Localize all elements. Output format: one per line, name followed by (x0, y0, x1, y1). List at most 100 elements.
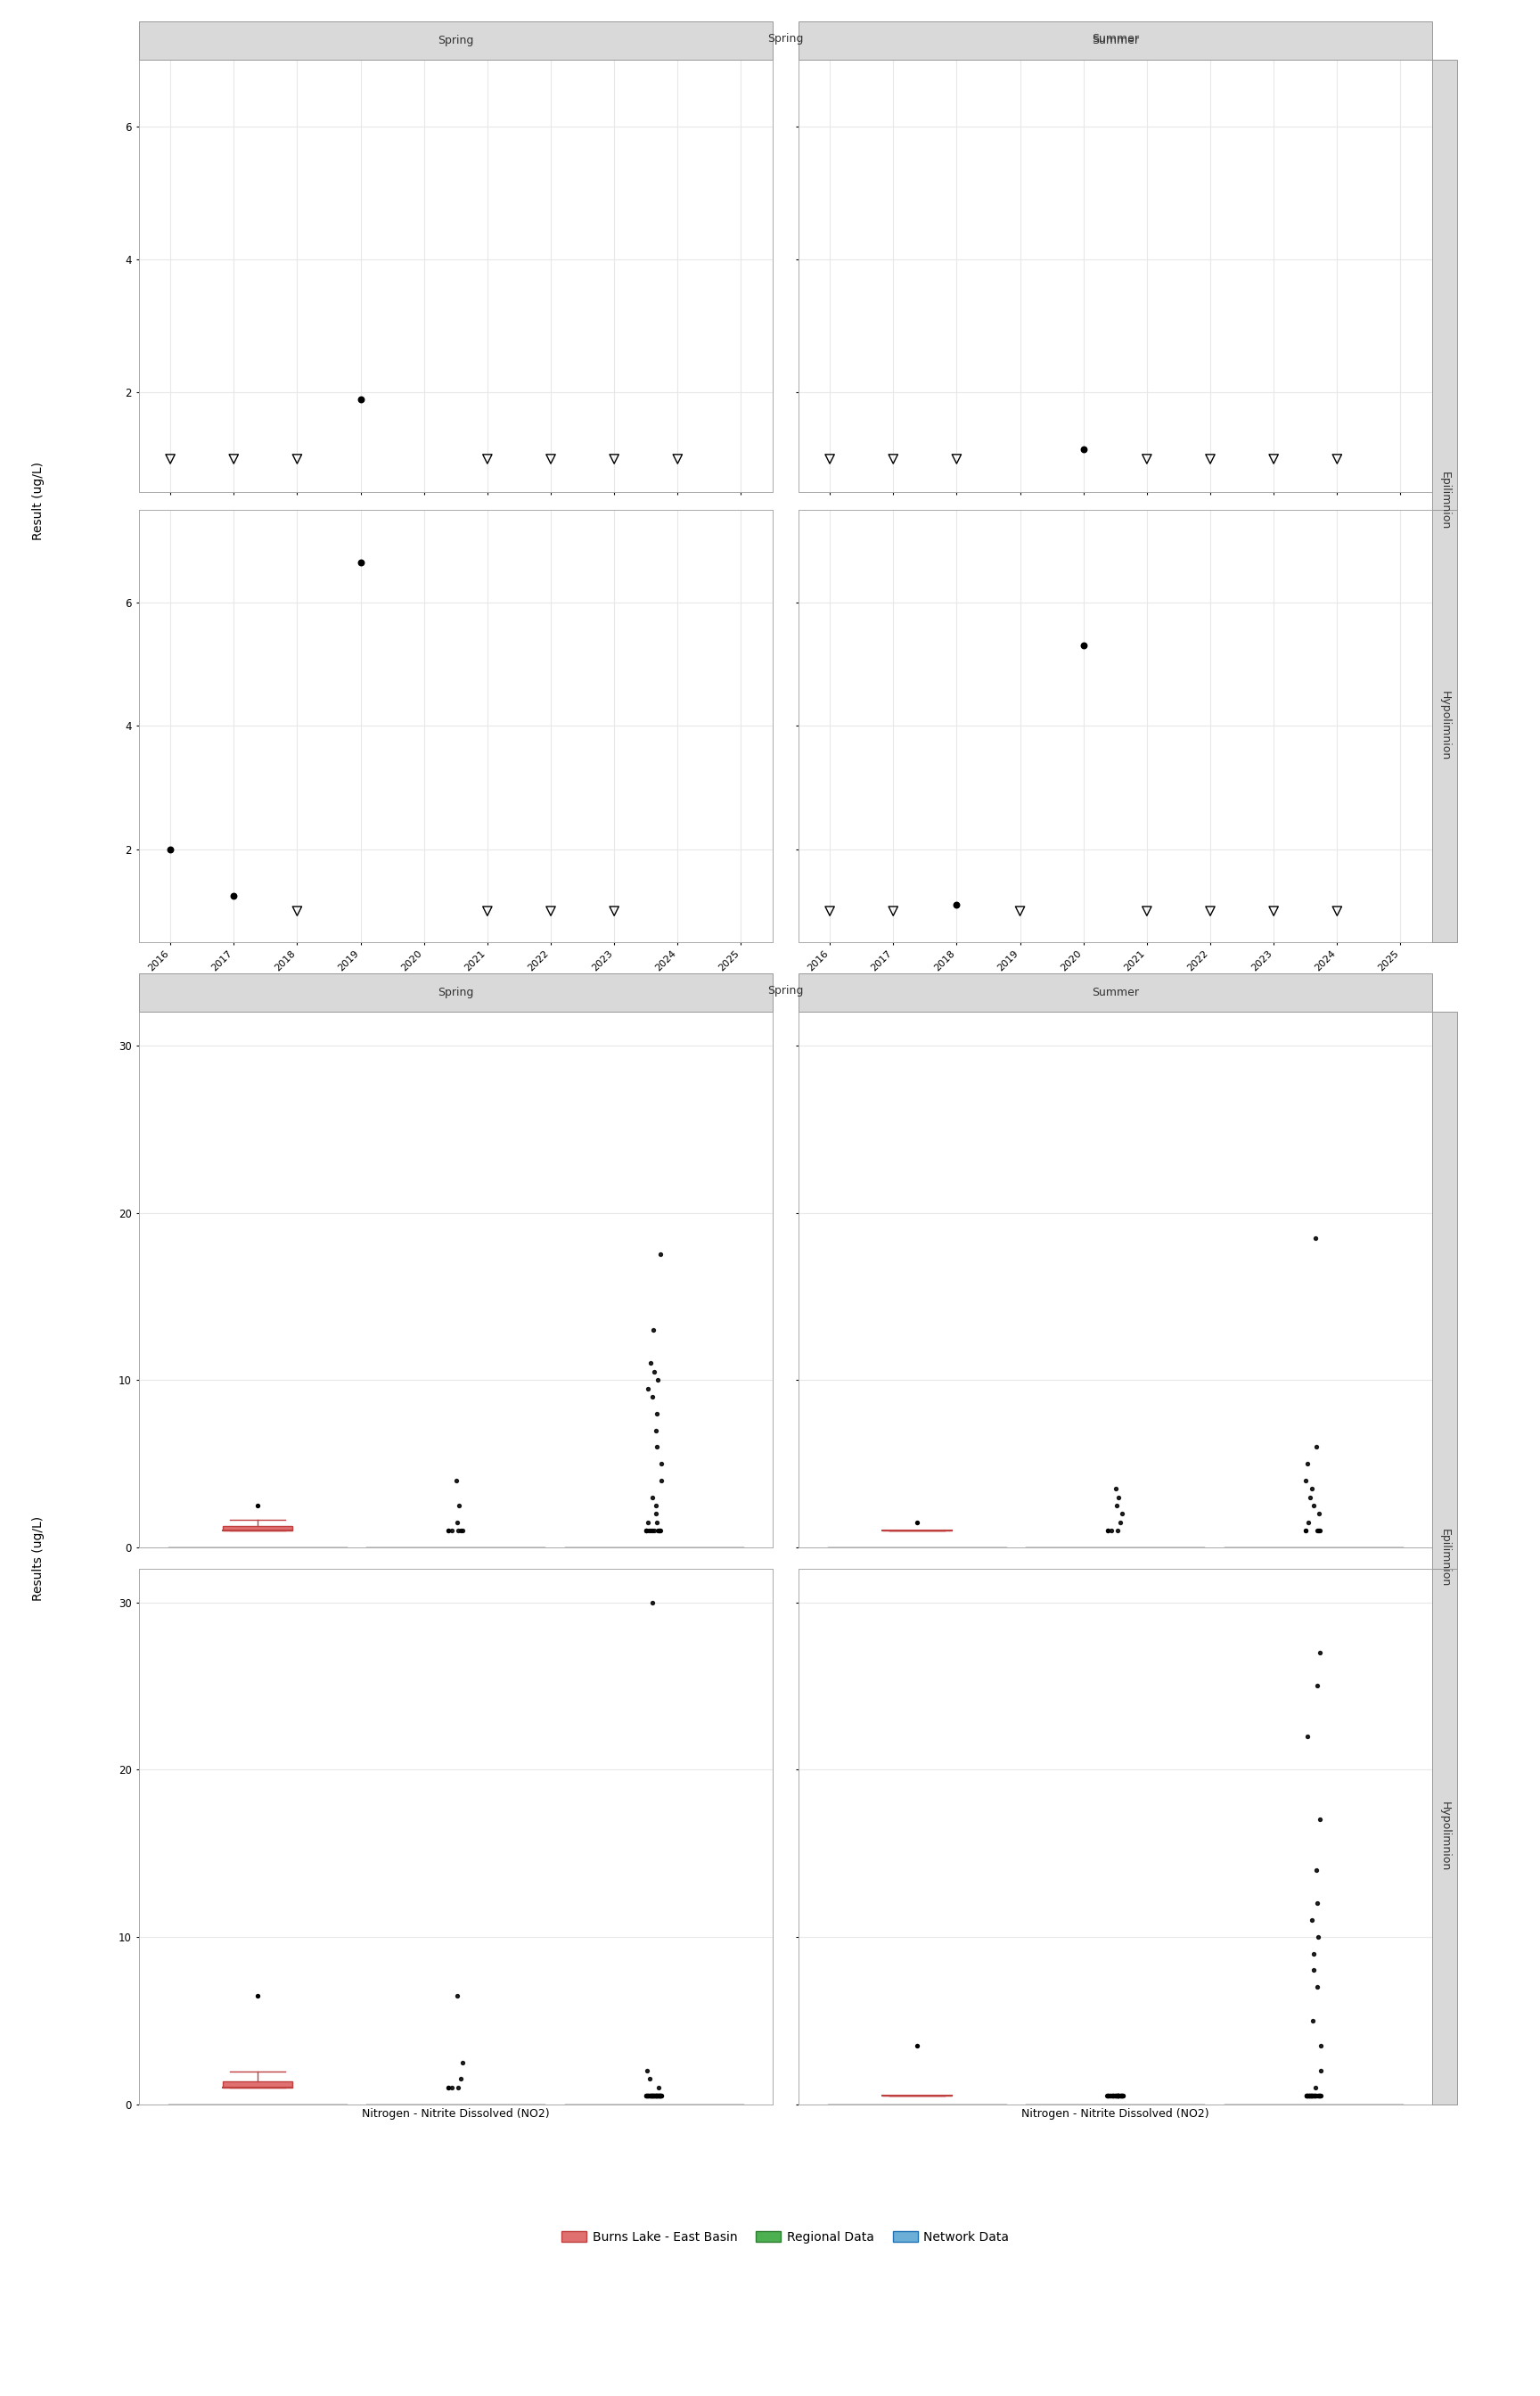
Point (634, 1512, 659, 1550)
Point (639, 1378, 664, 1416)
Point (904, 2027, 929, 2065)
Text: Nitrogen - Nitrite Dissolved (NO2): Nitrogen - Nitrite Dissolved (NO2) (139, 24, 445, 41)
Point (641, 2077, 665, 2116)
Point (644, 1428, 668, 1466)
Point (1104, 1469, 1129, 1507)
Point (645, 2077, 670, 2116)
Point (636, 2077, 661, 2116)
Point (1298, 2077, 1323, 2116)
Point (1303, 2077, 1327, 2116)
Point (634, 2077, 659, 2116)
Point (1307, 2077, 1332, 2116)
Text: Spring: Spring (767, 985, 804, 997)
Point (1295, 2077, 1320, 2116)
Text: Summer: Summer (1092, 34, 1138, 43)
Point (647, 2068, 671, 2106)
Point (1007, 891, 1032, 930)
Point (633, 1512, 658, 1550)
Point (159, 829, 183, 867)
Point (636, 1502, 661, 1541)
Point (1304, 1512, 1329, 1550)
Point (650, 1445, 675, 1483)
Point (348, 544, 373, 582)
Point (1297, 2077, 1321, 2116)
Point (222, 877, 246, 915)
Point (642, 1512, 667, 1550)
Point (448, 1512, 473, 1550)
Point (1307, 1799, 1332, 1838)
Point (1295, 1502, 1320, 1541)
Point (245, 1977, 270, 2015)
Point (1095, 2077, 1120, 2116)
Point (638, 2077, 662, 2116)
Point (1306, 2077, 1331, 2116)
Point (1297, 2077, 1321, 2116)
Point (647, 2077, 671, 2116)
Point (447, 1486, 471, 1524)
Point (642, 2077, 667, 2116)
Point (1300, 2077, 1324, 2116)
Point (1307, 1495, 1332, 1533)
Point (1306, 1512, 1331, 1550)
Point (641, 1584, 665, 1622)
Point (645, 1361, 670, 1399)
Point (1300, 1469, 1324, 1507)
Point (1106, 2077, 1130, 2116)
Point (642, 2077, 667, 2116)
Point (1307, 2077, 1332, 2116)
Point (1303, 2077, 1327, 2116)
Point (1261, 441, 1286, 479)
Point (1135, 441, 1160, 479)
Point (285, 891, 310, 930)
Point (1294, 1512, 1318, 1550)
Point (647, 2077, 671, 2116)
Point (1307, 1512, 1332, 1550)
Point (639, 1344, 664, 1382)
Point (1304, 1428, 1329, 1466)
Point (645, 2077, 670, 2116)
Point (1300, 2077, 1324, 2116)
Point (1307, 2077, 1332, 2116)
Point (1306, 2077, 1331, 2116)
Point (1304, 1967, 1329, 2005)
Point (641, 2077, 665, 2116)
Point (644, 1394, 668, 1433)
Point (1300, 2077, 1324, 2116)
Point (1095, 2077, 1120, 2116)
Point (450, 1512, 474, 1550)
Point (641, 2077, 665, 2116)
Point (638, 1512, 662, 1550)
Bar (223, 2082, 293, 2087)
Point (1306, 1512, 1331, 1550)
Point (445, 2068, 470, 2106)
Point (602, 441, 627, 479)
Point (644, 2077, 668, 2116)
Point (944, 441, 969, 479)
Point (450, 2044, 474, 2082)
Point (1297, 2077, 1321, 2116)
Point (636, 2077, 661, 2116)
Point (648, 2077, 673, 2116)
Point (1295, 1718, 1320, 1756)
Point (648, 2077, 673, 2116)
Point (1294, 2077, 1318, 2116)
Point (1303, 2077, 1327, 2116)
Point (639, 1478, 664, 1517)
Point (1298, 2077, 1323, 2116)
Point (647, 2077, 671, 2116)
Point (1303, 2068, 1327, 2106)
Point (1101, 2077, 1126, 2116)
Point (1109, 2077, 1133, 2116)
Point (665, 441, 690, 479)
Point (440, 1512, 465, 1550)
Point (1104, 2077, 1129, 2116)
Point (650, 2077, 675, 2116)
Point (634, 2051, 659, 2089)
Point (1095, 2077, 1120, 2116)
Point (1106, 2077, 1130, 2116)
Point (474, 441, 499, 479)
Point (634, 1512, 659, 1550)
Point (1107, 2077, 1132, 2116)
Point (1095, 2077, 1120, 2116)
Point (1100, 2077, 1124, 2116)
